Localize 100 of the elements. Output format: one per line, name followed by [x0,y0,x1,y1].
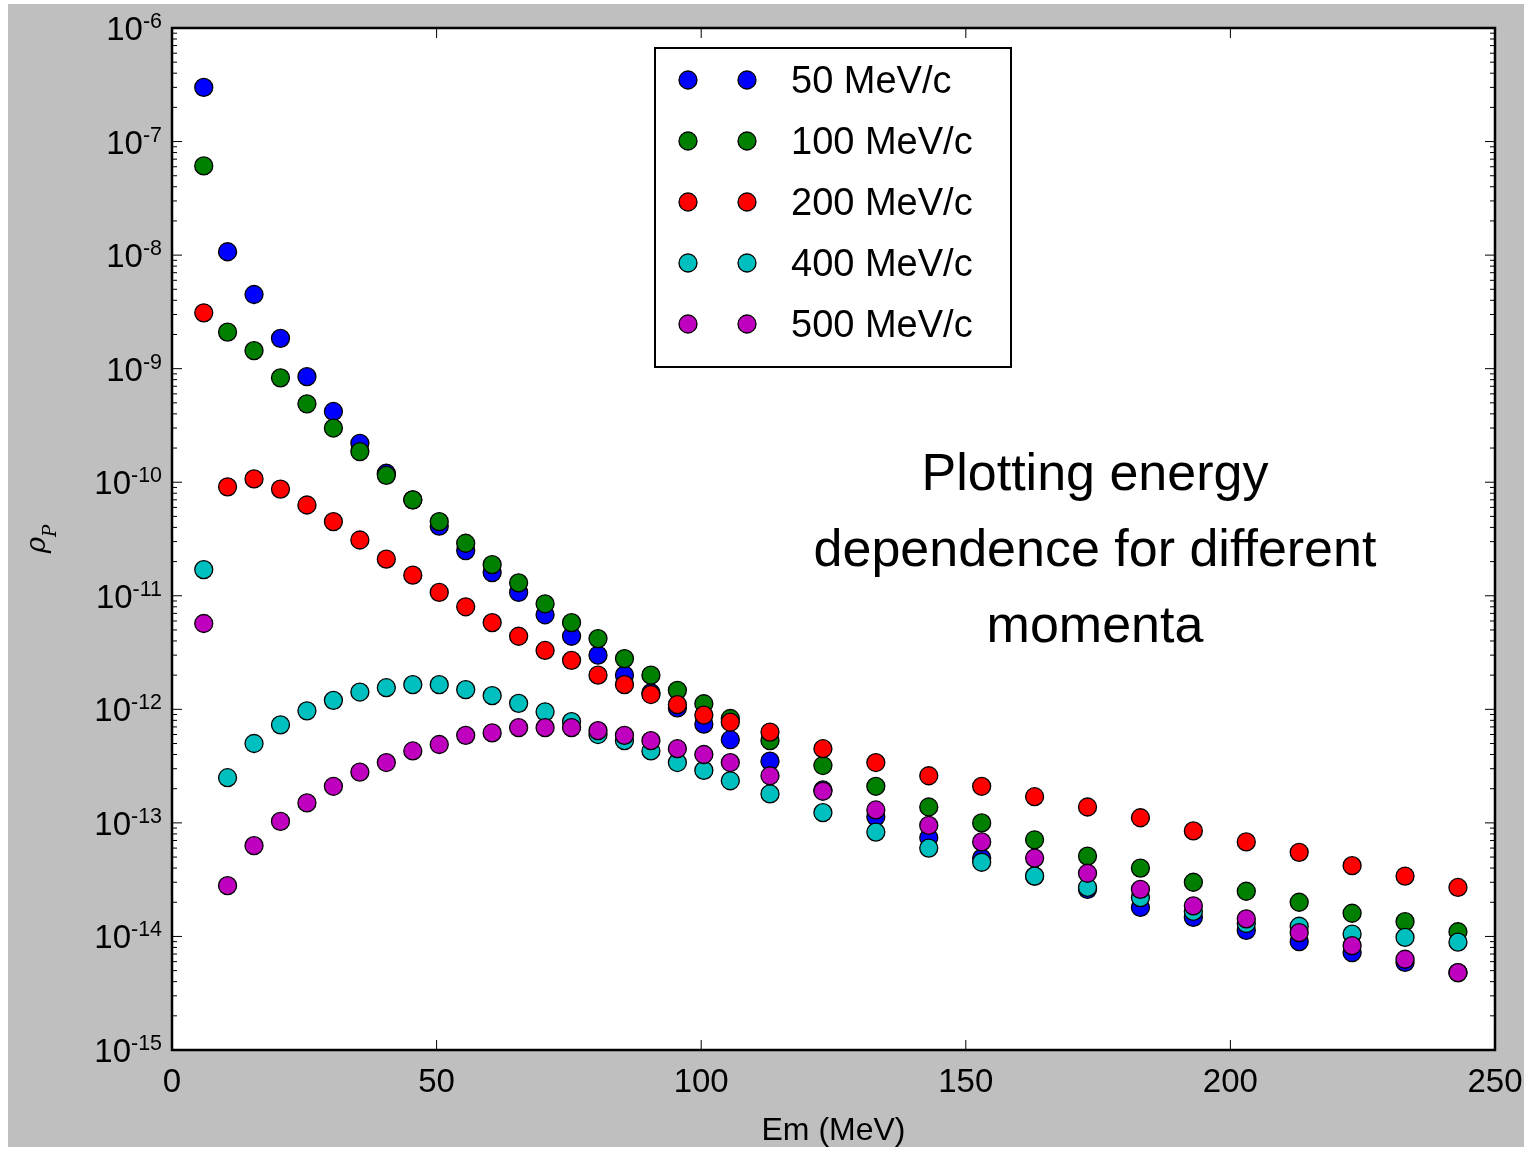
point [456,680,476,700]
point [813,803,833,823]
point [614,648,635,669]
point [813,739,833,759]
point [482,685,502,706]
point [297,793,317,813]
point [323,418,344,438]
point [482,723,502,743]
point [588,665,608,685]
point [1448,877,1468,898]
legend-label: 500 MeV/c [791,303,973,345]
point [1077,863,1098,883]
point [535,717,555,738]
point [1448,932,1468,952]
point [270,328,291,348]
point [1024,848,1045,868]
y-tick-label: 10$^{-13}$ [94,803,162,842]
point [508,693,529,713]
point [694,760,714,781]
point [323,511,344,532]
point [919,815,939,836]
point [1342,856,1362,876]
point [1395,911,1415,932]
point [588,628,608,649]
point [350,530,370,550]
point [641,730,661,751]
point [561,717,582,738]
point [1395,866,1415,886]
point [270,811,291,832]
point [919,838,939,858]
point [694,705,714,725]
point [1024,830,1045,850]
point [866,776,886,796]
point [972,832,992,852]
point [535,640,555,661]
point [720,771,740,791]
point [429,511,449,532]
point [217,876,238,896]
point [323,690,344,710]
point [403,741,423,761]
point [720,752,740,773]
point [244,469,264,489]
point [535,594,555,614]
point [244,284,264,305]
legend-label: 400 MeV/c [791,242,973,284]
point [720,730,740,750]
point [194,613,214,634]
point [1289,923,1309,943]
point [1130,808,1151,828]
y-tick-label: 10$^{-14}$ [94,917,163,956]
x-tick-label: 50 [418,1062,455,1099]
point [376,752,396,773]
point [297,495,317,515]
point [972,813,992,833]
point [614,725,635,745]
y-tick-label: 10$^{-8}$ [106,236,162,275]
point [614,674,635,695]
point [217,477,238,497]
point [350,441,370,462]
y-tick-label: 10$^{-7}$ [106,122,162,161]
legend-label: 200 MeV/c [791,181,973,223]
point [376,549,396,569]
point [1236,832,1256,852]
point [561,612,582,633]
point [429,734,449,755]
point [429,582,449,603]
x-axis-title: Em (MeV) [761,1111,906,1147]
point [866,822,886,842]
point [350,682,370,702]
point [813,755,833,776]
point [1183,872,1204,892]
point [1130,858,1151,878]
x-tick-label: 0 [162,1062,182,1099]
legend-label: 100 MeV/c [791,120,973,162]
point [350,762,370,782]
point [760,784,780,804]
point [403,674,423,695]
point [194,303,214,323]
point [535,702,555,722]
point [1395,927,1415,948]
point [194,559,214,580]
point [217,768,238,788]
point [1342,935,1362,956]
point [641,665,661,685]
point [1236,881,1256,901]
point [667,739,688,759]
point [561,650,582,670]
y-tick-label: 10$^{-12}$ [94,690,162,729]
point [760,722,780,742]
point [508,717,529,738]
point [508,573,529,593]
point [376,678,396,698]
point [1130,879,1151,899]
y-tick-label: 10$^{-9}$ [106,349,162,388]
point [1183,896,1204,916]
x-tick-label: 100 [673,1062,729,1099]
x-tick-label: 250 [1467,1062,1523,1099]
x-tick-label: 150 [938,1062,994,1099]
point [217,322,238,342]
point [919,797,939,817]
